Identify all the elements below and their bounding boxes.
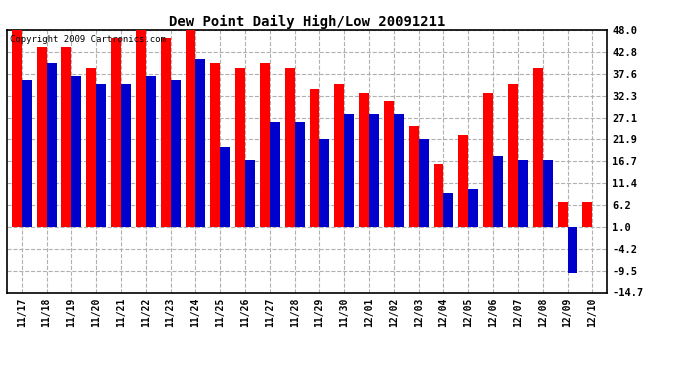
Bar xyxy=(47,63,57,227)
Bar xyxy=(186,30,195,227)
Bar xyxy=(285,68,295,227)
Bar xyxy=(558,202,567,227)
Bar xyxy=(408,126,419,227)
Bar xyxy=(359,93,369,227)
Bar xyxy=(136,30,146,227)
Bar xyxy=(96,84,106,227)
Bar xyxy=(245,160,255,227)
Bar xyxy=(533,68,543,227)
Bar xyxy=(295,122,304,227)
Bar xyxy=(37,47,47,227)
Bar xyxy=(384,101,394,227)
Bar xyxy=(469,189,478,227)
Bar xyxy=(319,139,329,227)
Bar xyxy=(458,135,469,227)
Bar xyxy=(483,93,493,227)
Bar xyxy=(444,193,453,227)
Title: Dew Point Daily High/Low 20091211: Dew Point Daily High/Low 20091211 xyxy=(169,15,445,29)
Bar xyxy=(508,84,518,227)
Text: Copyright 2009 Cartronics.com: Copyright 2009 Cartronics.com xyxy=(10,35,166,44)
Bar xyxy=(567,227,578,273)
Bar xyxy=(220,147,230,227)
Bar xyxy=(582,202,592,227)
Bar xyxy=(369,114,379,227)
Bar xyxy=(344,114,354,227)
Bar xyxy=(146,76,156,227)
Bar xyxy=(260,63,270,227)
Bar xyxy=(111,38,121,227)
Bar xyxy=(195,59,206,227)
Bar xyxy=(61,47,71,227)
Bar xyxy=(86,68,96,227)
Bar xyxy=(493,156,503,227)
Bar xyxy=(310,88,319,227)
Bar xyxy=(235,68,245,227)
Bar xyxy=(433,164,444,227)
Bar xyxy=(270,122,279,227)
Bar xyxy=(543,160,553,227)
Bar xyxy=(71,76,81,227)
Bar xyxy=(170,80,181,227)
Bar xyxy=(121,84,131,227)
Bar xyxy=(394,114,404,227)
Bar xyxy=(419,139,428,227)
Bar xyxy=(161,38,170,227)
Bar xyxy=(22,80,32,227)
Bar xyxy=(12,30,22,227)
Bar xyxy=(518,160,528,227)
Bar xyxy=(210,63,220,227)
Bar xyxy=(335,84,344,227)
